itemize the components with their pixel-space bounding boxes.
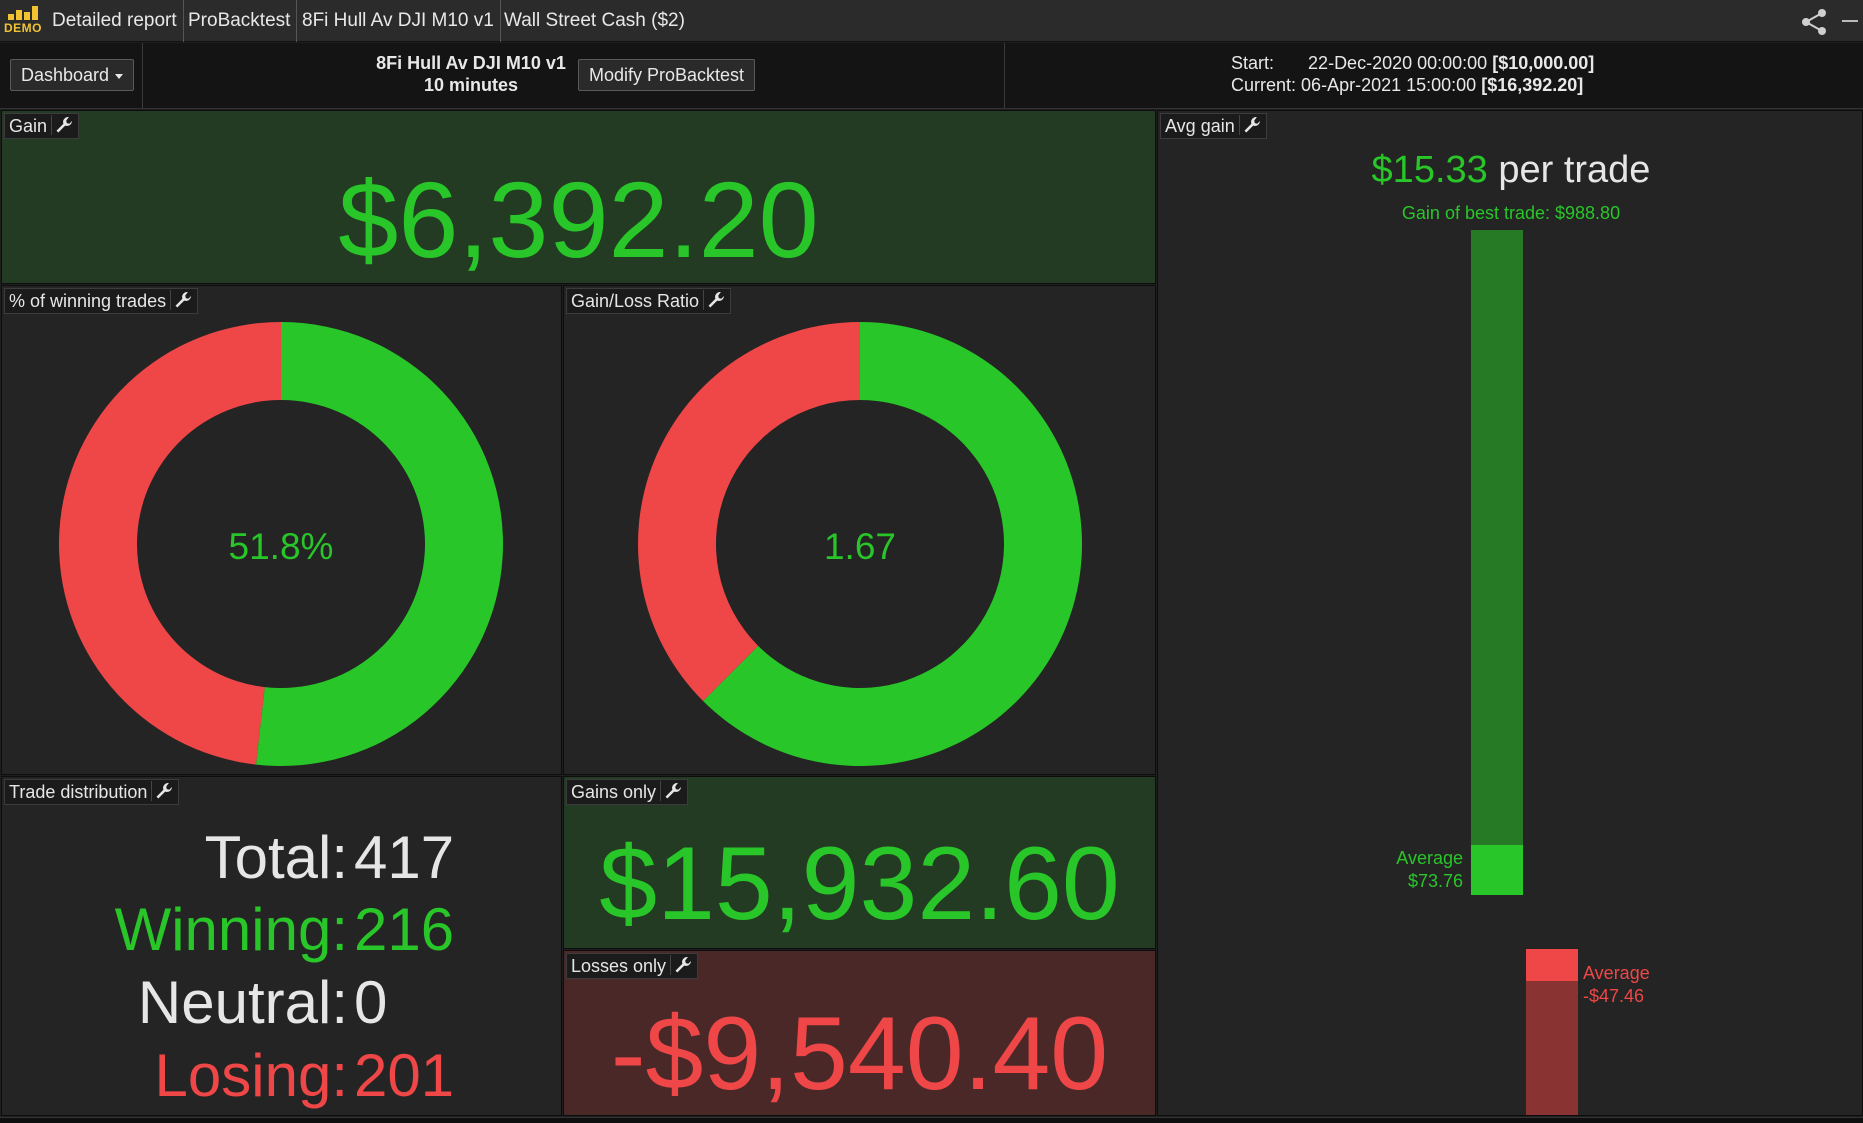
title-tab-bar: DEMO Detailed report ProBacktest 8Fi Hul… [0,0,1863,42]
wrench-icon[interactable] [670,955,693,975]
avg-gain-suffix: per trade [1498,149,1651,191]
wrench-icon[interactable] [151,781,174,801]
gain-loss-ratio-panel: Gain/Loss Ratio 1.67 [563,285,1156,775]
gains-only-value: $15,932.60 [599,826,1120,942]
winning-label: Winning: [114,896,348,963]
tab-instrument[interactable]: Wall Street Cash ($2) [504,10,685,31]
wrench-icon[interactable] [660,781,683,801]
report-toolbar: Dashboard 8Fi Hull Av DJI M10 v1 10 minu… [0,43,1863,109]
winning-trades-panel: % of winning trades 51.8% [1,285,562,775]
demo-logo: DEMO [4,6,44,36]
best-trade-bar [1471,230,1523,895]
strategy-title: 8Fi Hull Av DJI M10 v1 10 minutes [340,52,602,96]
dashboard-label: Dashboard [21,65,110,85]
gain-loss-ratio-value: 1.67 [823,526,896,567]
losses-only-label: Losses only [571,956,667,976]
minimize-icon[interactable] [1842,20,1858,22]
avg-loss-value: -$47.46 [1583,986,1645,1006]
wrench-icon[interactable] [170,290,193,310]
logo-text: DEMO [4,21,42,35]
avg-gain-header[interactable]: Avg gain [1160,113,1267,139]
gain-panel-label: Gain [9,116,48,136]
logo-bars-icon [8,6,40,20]
winning-panel-label: % of winning trades [9,291,167,311]
ratio-donut-chart [638,322,1082,766]
ratio-panel-header[interactable]: Gain/Loss Ratio [566,288,732,314]
gains-only-header[interactable]: Gains only [566,779,689,805]
winning-donut-chart [59,322,503,766]
avg-win-bar [1471,845,1523,895]
wrench-icon[interactable] [51,115,74,135]
winning-count: 216 [354,896,455,963]
tab-probacktest[interactable]: ProBacktest [182,0,298,42]
donut-loss-segment [59,322,281,765]
donut-loss-segment [638,322,860,701]
gain-panel: Gain $6,392.20 [1,110,1156,284]
wrench-icon[interactable] [703,290,726,310]
current-capital: [$16,392.20] [1481,75,1584,95]
gains-only-panel: Gains only $15,932.60 [563,776,1156,949]
toolbar-divider [142,43,143,109]
status-strip [0,1117,1863,1123]
donut-gain-segment [703,322,1082,766]
losing-count: 201 [354,1042,455,1109]
avg-gain-value: $15.33 [1371,149,1488,191]
caret-down-icon [115,73,124,79]
distribution-panel-header[interactable]: Trade distribution [4,779,180,805]
start-date: 22-Dec-2020 00:00:00 [1308,53,1488,73]
losses-only-header[interactable]: Losses only [566,953,699,979]
losses-only-panel: Losses only -$9,540.40 [563,950,1156,1116]
toolbar-divider [1004,43,1005,109]
losing-row: Losing: 201 [2,1041,561,1111]
strategy-timeframe: 10 minutes [423,75,519,95]
best-trade-text: Gain of best trade: $988.80 [1401,203,1621,223]
modify-probacktest-button[interactable]: Modify ProBacktest [578,59,756,91]
avg-loss-annotation: Average -$47.46 [1583,962,1723,1008]
avg-loss-bar [1526,949,1578,981]
avg-gain-panel: Avg gain $15.33 per trade Gain of best t… [1157,110,1863,1116]
total-count: 417 [354,824,455,891]
winning-percentage: 51.8% [228,526,334,567]
tab-detailed-report[interactable]: Detailed report [46,0,184,42]
losing-label: Losing: [154,1042,348,1109]
dashboard-dropdown[interactable]: Dashboard [10,59,135,91]
winning-row: Winning: 216 [2,895,561,965]
avg-win-label: Average [1396,848,1463,869]
ratio-panel-label: Gain/Loss Ratio [571,291,700,311]
winning-panel-header[interactable]: % of winning trades [4,288,199,314]
neutral-label: Neutral: [137,969,348,1036]
distribution-panel-label: Trade distribution [9,782,148,802]
start-info: Start: 22-Dec-2020 00:00:00 [$10,000.00] [1231,52,1594,74]
gains-only-label: Gains only [571,782,657,802]
trade-distribution-panel: Trade distribution Total: 417 Winning: 2… [1,776,562,1116]
wrench-icon[interactable] [1238,115,1262,135]
current-date: 06-Apr-2021 15:00:00 [1301,75,1477,95]
tab-strategy[interactable]: 8Fi Hull Av DJI M10 v1 [296,0,501,42]
avg-loss-label: Average [1583,963,1650,983]
avg-per-trade: $15.33 per trade [1158,149,1862,192]
neutral-count: 0 [354,969,388,1036]
total-row: Total: 417 [2,823,561,893]
avg-gain-label: Avg gain [1165,116,1235,136]
share-icon[interactable] [1800,8,1830,36]
donut-win-segment [255,322,503,766]
avg-win-value: $73.76 [1407,871,1463,892]
gain-panel-header[interactable]: Gain [4,113,80,139]
gain-value: $6,392.20 [338,159,819,280]
neutral-row: Neutral: 0 [2,968,561,1038]
strategy-name: 8Fi Hull Av DJI M10 v1 [376,53,566,73]
total-label: Total: [204,824,348,891]
start-capital: [$10,000.00] [1492,53,1595,73]
current-label: Current: [1231,75,1297,95]
start-label: Start: [1231,53,1275,73]
current-info: Current: 06-Apr-2021 15:00:00 [$16,392.2… [1231,74,1583,96]
avg-win-annotation: Average $73.76 [1338,847,1463,893]
losses-only-value: -$9,540.40 [610,996,1109,1112]
